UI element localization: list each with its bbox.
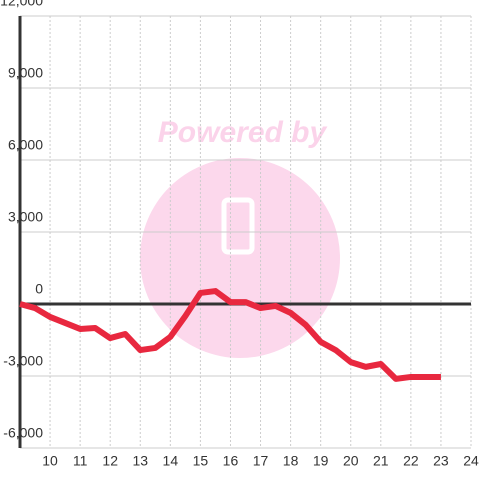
x-tick-label: 15	[193, 453, 209, 469]
data-line	[19, 288, 441, 382]
watermark: Powered by	[158, 116, 328, 149]
y-tick-label: 12,000	[0, 0, 43, 9]
x-tick-label: 23	[433, 453, 449, 469]
x-tick-label: 22	[403, 453, 419, 469]
y-tick-label: -6,000	[3, 425, 43, 441]
x-tick-label: 19	[313, 453, 329, 469]
x-tick-label: 14	[163, 453, 179, 469]
y-tick-label: 6,000	[8, 137, 43, 153]
x-tick-label: 10	[42, 453, 58, 469]
x-tick-label: 18	[283, 453, 299, 469]
x-tick-label: 16	[223, 453, 239, 469]
x-tick-label: 21	[373, 453, 389, 469]
x-tick-label: 12	[102, 453, 118, 469]
y-tick-label: -3,000	[3, 353, 43, 369]
x-tick-label: 20	[343, 453, 359, 469]
x-tick-label: 13	[132, 453, 148, 469]
x-tick-label: 24	[463, 453, 479, 469]
x-tick-label: 11	[73, 453, 88, 469]
y-tick-label: 9,000	[8, 65, 43, 81]
x-tick-label: 17	[253, 453, 269, 469]
y-tick-label: 0	[35, 281, 43, 297]
y-tick-label: 3,000	[8, 209, 43, 225]
watermark-icon	[221, 197, 255, 255]
